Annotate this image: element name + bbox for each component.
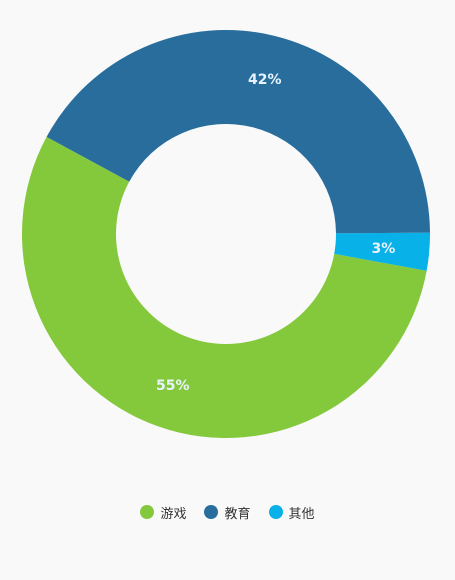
data-label-other: 3% (372, 241, 396, 257)
donut-chart-svg: 3% 55% 42% (21, 29, 430, 438)
legend-item-other[interactable]: 其他 (268, 503, 315, 522)
legend-label-games: 游戏 (160, 506, 187, 522)
legend-label-education: 教育 (224, 506, 251, 522)
legend-label-other: 其他 (288, 506, 315, 522)
legend-swatch-education (204, 505, 219, 519)
data-label-games: 55% (156, 378, 190, 394)
chart-legend: 游戏 教育 其他 (0, 500, 455, 524)
legend-item-games[interactable]: 游戏 (140, 503, 186, 522)
legend-swatch-other (268, 505, 283, 519)
donut-slice-games[interactable] (21, 136, 427, 438)
data-label-education: 42% (248, 72, 282, 88)
donut-slice-other[interactable] (334, 232, 430, 271)
legend-swatch-games (140, 505, 155, 519)
legend-item-education[interactable]: 教育 (204, 503, 251, 522)
donut-slice-education[interactable] (46, 29, 430, 234)
donut-chart: 3% 55% 42% (21, 29, 430, 438)
